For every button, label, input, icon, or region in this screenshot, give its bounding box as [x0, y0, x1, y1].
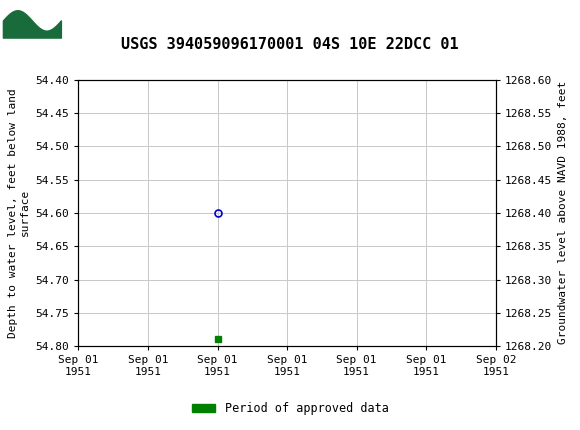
Bar	[3, 3, 61, 37]
Text: USGS: USGS	[67, 12, 122, 29]
Y-axis label: Depth to water level, feet below land
surface: Depth to water level, feet below land su…	[8, 88, 30, 338]
Y-axis label: Groundwater level above NAVD 1988, feet: Groundwater level above NAVD 1988, feet	[558, 81, 568, 344]
Text: USGS 394059096170001 04S 10E 22DCC 01: USGS 394059096170001 04S 10E 22DCC 01	[121, 37, 459, 52]
Legend: Period of approved data: Period of approved data	[187, 397, 393, 420]
